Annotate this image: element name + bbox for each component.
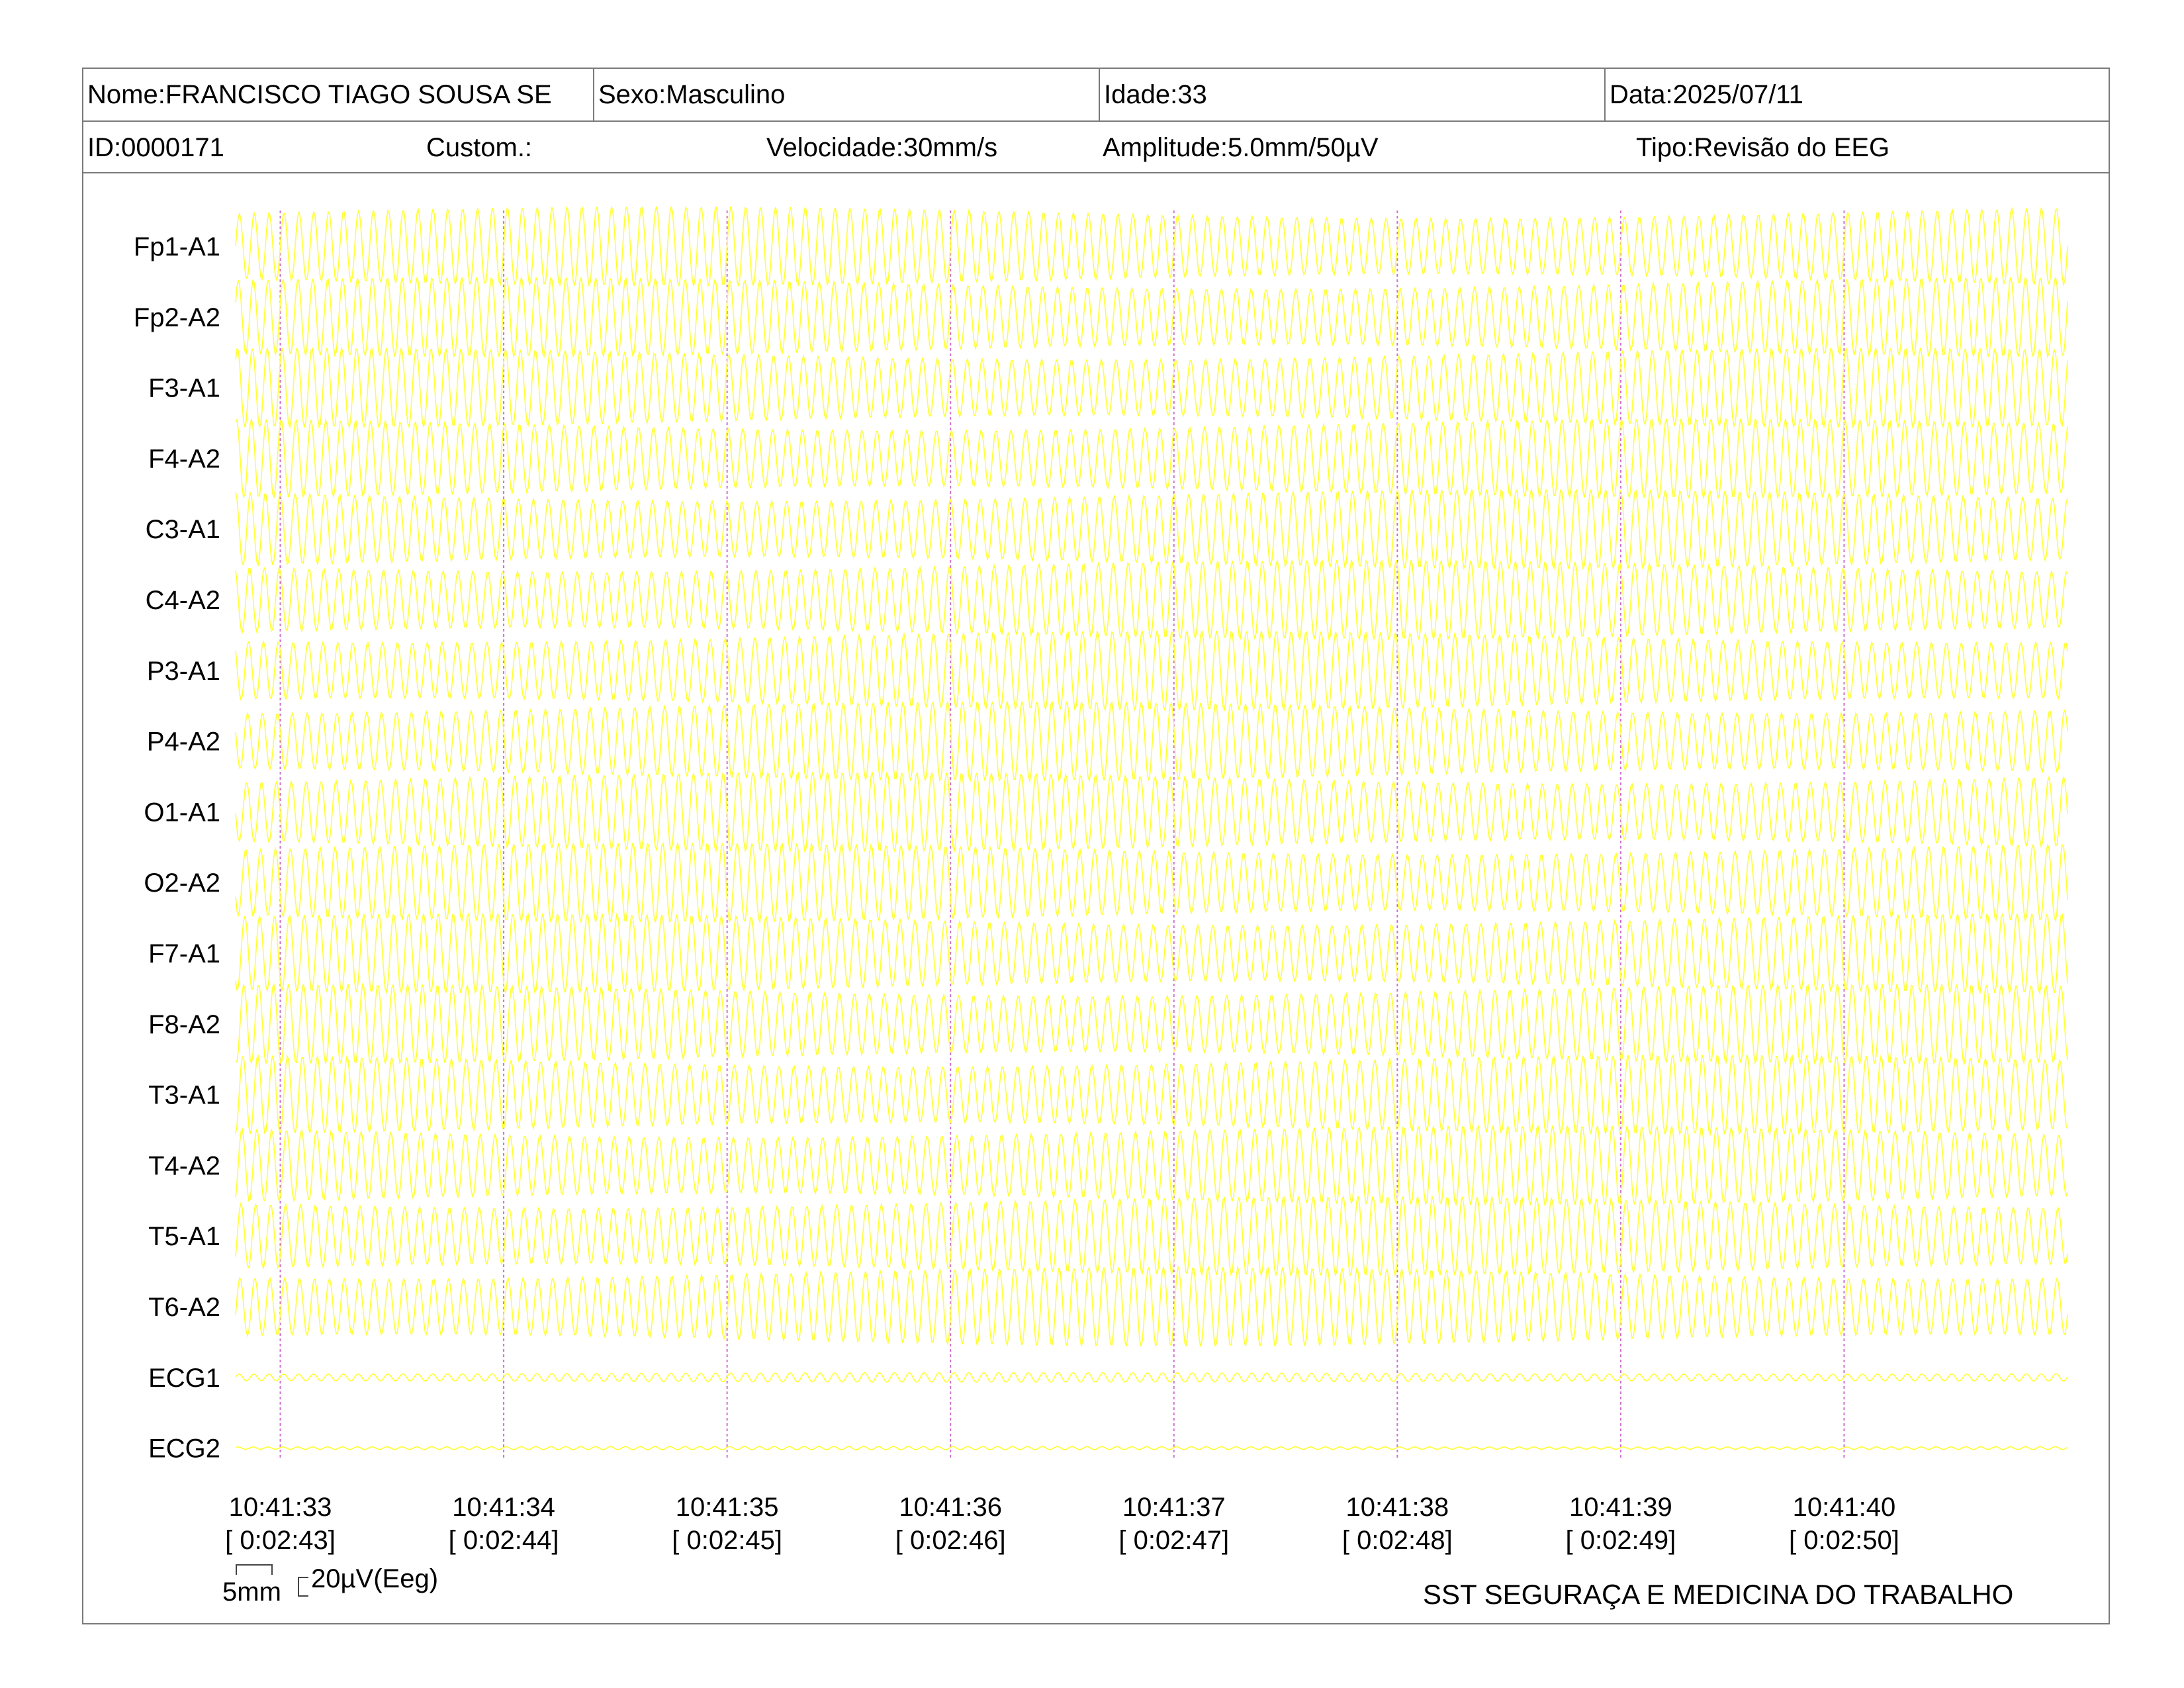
trace-p4-a2 <box>235 700 2068 783</box>
trace-f7-a1 <box>235 912 2068 995</box>
report-frame: Nome:FRANCISCO TIAGO SOUSA SE Sexo:Mascu… <box>82 68 2110 1624</box>
channel-label: F3-A1 <box>148 374 220 403</box>
patient-sex: Sexo:Masculino <box>593 69 1103 120</box>
custom-field: Custom.: <box>426 133 533 162</box>
channel-label: T3-A1 <box>148 1081 220 1110</box>
patient-id: ID:0000171 <box>87 133 224 162</box>
time-label: 10:41:39 <box>1569 1493 1672 1522</box>
channel-label: C3-A1 <box>146 515 220 544</box>
elapsed-label: [ 0:02:46] <box>895 1526 1006 1555</box>
channel-label: P3-A1 <box>147 657 220 686</box>
channel-label: ECG2 <box>148 1434 220 1464</box>
channel-label: F7-A1 <box>148 939 220 968</box>
time-markers <box>279 211 1845 1460</box>
time-axis-labels: 10:41:33 [ 0:02:43] 10:41:34 [ 0:02:44] 10:4… <box>225 1493 1899 1555</box>
channel-label: C4-A2 <box>146 586 220 615</box>
channel-label: O2-A2 <box>144 868 220 898</box>
record-date: Data:2025/07/11 <box>1604 69 2111 120</box>
trace-f8-a2 <box>235 982 2068 1066</box>
scale-bar-vertical <box>298 1577 308 1597</box>
time-label: 10:41:36 <box>899 1493 1002 1522</box>
scale-bar-horizontal <box>236 1564 273 1575</box>
trace-o2-a2 <box>235 841 2068 924</box>
trace-c4-a2 <box>235 559 2068 641</box>
eeg-traces <box>235 206 2068 1450</box>
trace-t3-a1 <box>235 1054 2068 1137</box>
channel-label: T5-A1 <box>148 1222 220 1251</box>
time-label: 10:41:33 <box>229 1493 332 1522</box>
elapsed-label: [ 0:02:44] <box>449 1526 559 1555</box>
scale-mm-label: 5mm <box>222 1577 281 1607</box>
time-label: 10:41:40 <box>1793 1493 1896 1522</box>
trace-c3-a1 <box>235 489 2068 571</box>
time-label: 10:41:34 <box>452 1493 555 1522</box>
scale-uv-label: 20µV(Eeg) <box>311 1564 439 1593</box>
time-label: 10:41:35 <box>676 1493 779 1522</box>
trace-ecg2 <box>235 1446 2068 1450</box>
channel-labels: Fp1-A1 Fp2-A2 F3-A1 F4-A2 C3-A1 C4-A2 P3-A1 P4-… <box>134 232 220 1464</box>
elapsed-label: [ 0:02:49] <box>1565 1526 1676 1555</box>
channel-label: T6-A2 <box>148 1293 220 1322</box>
elapsed-label: [ 0:02:50] <box>1789 1526 1899 1555</box>
trace-t5-a1 <box>235 1194 2068 1278</box>
header-row-1: Nome:FRANCISCO TIAGO SOUSA SE Sexo:Mascu… <box>83 69 2109 122</box>
speed-setting: Velocidade:30mm/s <box>766 133 998 162</box>
trace-o1-a1 <box>235 771 2068 854</box>
channel-label: F8-A2 <box>148 1010 220 1039</box>
time-label: 10:41:37 <box>1122 1493 1226 1522</box>
trace-ecg1 <box>235 1372 2068 1383</box>
channel-label: P4-A2 <box>147 727 220 757</box>
elapsed-label: [ 0:02:48] <box>1342 1526 1453 1555</box>
elapsed-label: [ 0:02:47] <box>1118 1526 1229 1555</box>
time-label: 10:41:38 <box>1345 1493 1449 1522</box>
trace-t6-a2 <box>235 1265 2068 1348</box>
elapsed-label: [ 0:02:43] <box>225 1526 336 1555</box>
header-row-2: ID:0000171 Custom.: Velocidade:30mm/s Am… <box>83 122 2109 173</box>
trace-f4-a2 <box>235 418 2068 500</box>
trace-f3-a1 <box>235 347 2068 430</box>
patient-age: Idade:33 <box>1099 69 1608 120</box>
trace-fp2-a2 <box>235 276 2068 359</box>
channel-label: T4-A2 <box>148 1151 220 1180</box>
elapsed-label: [ 0:02:45] <box>672 1526 782 1555</box>
channel-label: F4-A2 <box>148 444 220 473</box>
channel-label: Fp1-A1 <box>134 232 220 261</box>
record-type: Tipo:Revisão do EEG <box>1636 133 1890 162</box>
trace-fp1-a1 <box>235 206 2068 288</box>
channel-label: O1-A1 <box>144 798 220 827</box>
institution-footer: SST SEGURAÇA E MEDICINA DO TRABALHO <box>1423 1579 2014 1610</box>
patient-name: Nome:FRANCISCO TIAGO SOUSA SE <box>87 80 552 109</box>
amplitude-setting: Amplitude:5.0mm/50µV <box>1103 133 1379 162</box>
channel-label: ECG1 <box>148 1364 220 1393</box>
trace-t4-a2 <box>235 1125 2068 1207</box>
trace-p3-a1 <box>235 630 2068 712</box>
channel-label: Fp2-A2 <box>134 303 220 332</box>
